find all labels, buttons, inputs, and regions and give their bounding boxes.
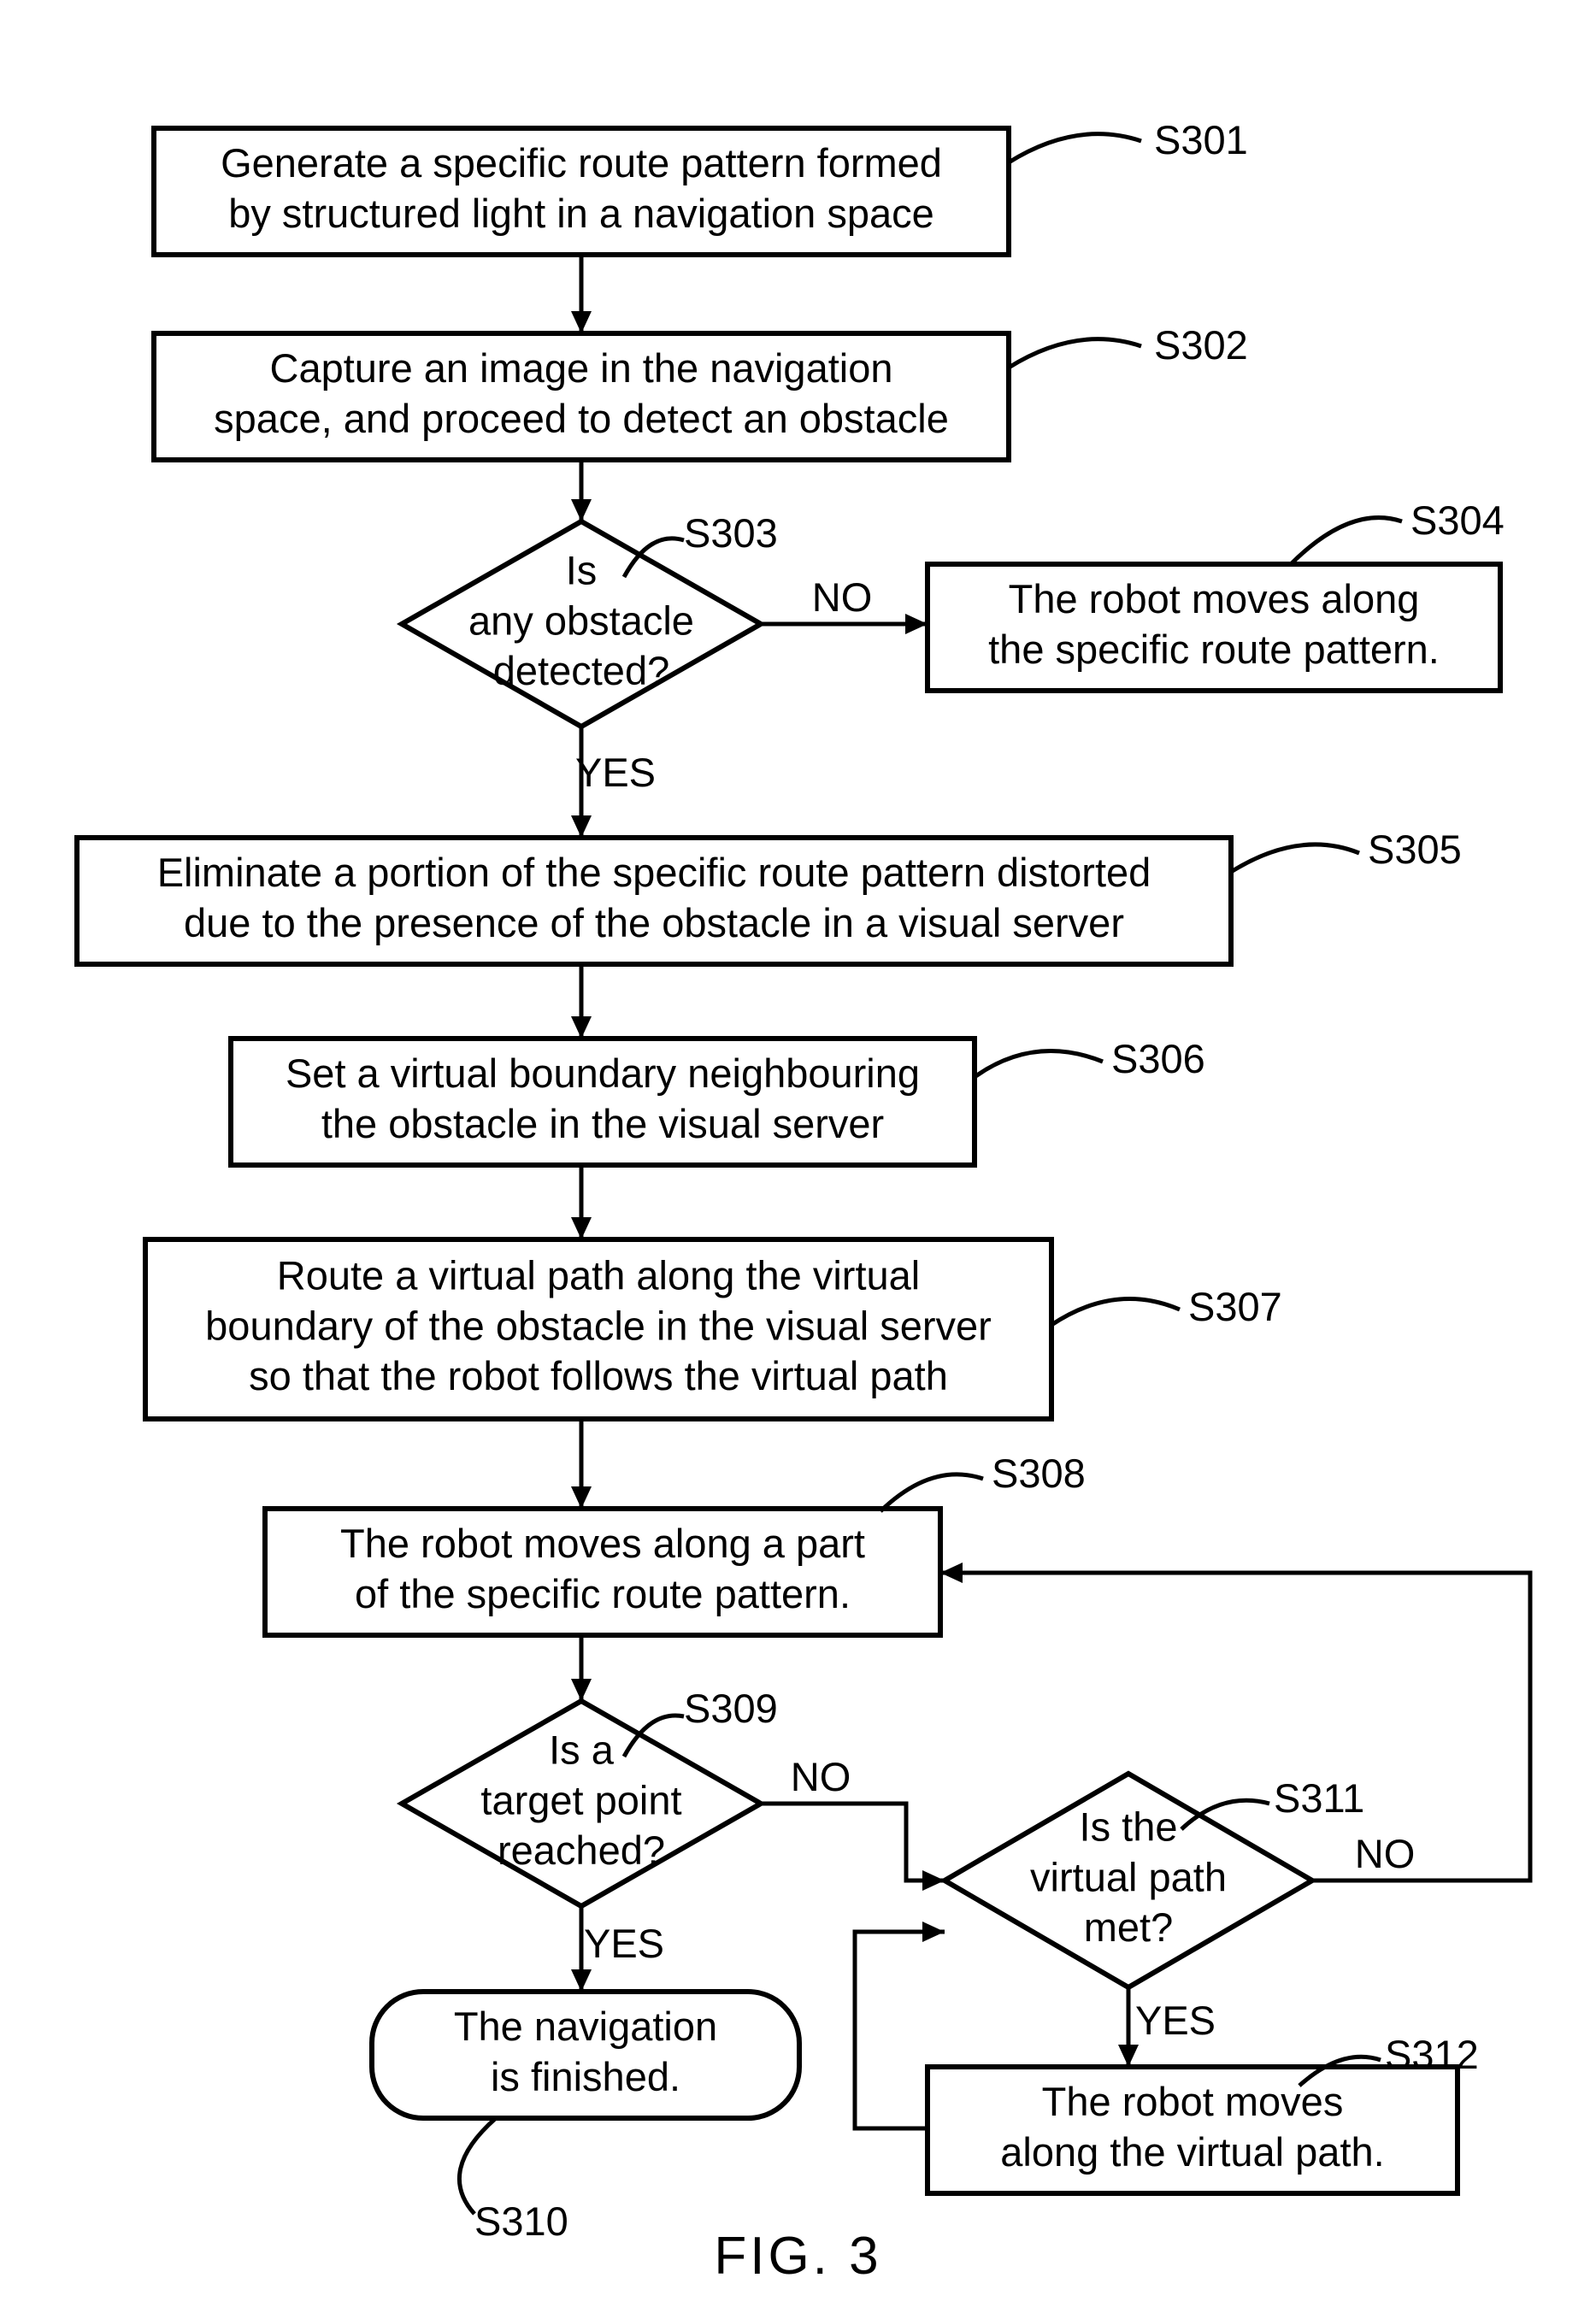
svg-text:Route a virtual path along the: Route a virtual path along the virtual xyxy=(277,1253,920,1298)
node-s310: The navigation is finished. xyxy=(372,1992,799,2118)
svg-text:S307: S307 xyxy=(1188,1284,1282,1329)
svg-text:The robot moves along a part: The robot moves along a part xyxy=(340,1521,865,1566)
svg-text:the specific route pattern.: the specific route pattern. xyxy=(988,627,1440,672)
svg-text:Set a virtual boundary neighbo: Set a virtual boundary neighbouring xyxy=(286,1051,920,1096)
svg-text:S305: S305 xyxy=(1368,827,1462,872)
svg-text:by structured light in a navig: by structured light in a navigation spac… xyxy=(228,191,934,236)
svg-text:of the specific route pattern.: of the specific route pattern. xyxy=(355,1571,851,1616)
svg-text:so that the robot follows the: so that the robot follows the virtual pa… xyxy=(249,1353,948,1398)
svg-text:YES: YES xyxy=(584,1921,664,1966)
svg-text:Eliminate a portion of the spe: Eliminate a portion of the specific rout… xyxy=(157,850,1151,895)
svg-text:space, and proceed to detect a: space, and proceed to detect an obstacle xyxy=(214,396,949,441)
svg-text:YES: YES xyxy=(575,750,656,795)
svg-text:Is: Is xyxy=(566,548,598,593)
node-s307: Route a virtual path along the virtual bo… xyxy=(145,1239,1051,1419)
svg-text:YES: YES xyxy=(1135,1998,1216,2043)
svg-text:S309: S309 xyxy=(684,1686,778,1731)
svg-text:S302: S302 xyxy=(1154,322,1248,368)
svg-text:reached?: reached? xyxy=(498,1828,665,1873)
flowchart-root: Generate a specific route pattern formed… xyxy=(0,0,1596,2319)
svg-text:S304: S304 xyxy=(1410,497,1505,543)
svg-text:S312: S312 xyxy=(1385,2032,1479,2077)
svg-text:S310: S310 xyxy=(474,2198,568,2244)
svg-text:detected?: detected? xyxy=(493,648,669,693)
svg-text:met?: met? xyxy=(1084,1904,1174,1950)
svg-text:The navigation: The navigation xyxy=(454,2004,717,2049)
node-s302: Capture an image in the navigation space,… xyxy=(154,333,1009,460)
svg-text:boundary of the obstacle in th: boundary of the obstacle in the visual s… xyxy=(205,1303,992,1348)
svg-text:S308: S308 xyxy=(992,1451,1086,1496)
svg-text:S311: S311 xyxy=(1274,1775,1364,1821)
svg-text:S306: S306 xyxy=(1111,1036,1205,1081)
node-s301: Generate a specific route pattern formed… xyxy=(154,128,1009,255)
svg-text:S301: S301 xyxy=(1154,117,1248,162)
svg-text:is finished.: is finished. xyxy=(491,2054,680,2099)
node-s312: The robot moves along the virtual path. xyxy=(928,2067,1458,2193)
svg-text:The robot moves along: The robot moves along xyxy=(1009,576,1420,621)
svg-text:NO: NO xyxy=(812,574,873,620)
figure-label: FIG. 3 xyxy=(714,2227,881,2286)
svg-text:Is a: Is a xyxy=(549,1727,615,1773)
svg-text:Capture an image in the naviga: Capture an image in the navigation xyxy=(270,345,893,391)
svg-text:S303: S303 xyxy=(684,510,778,556)
node-s306: Set a virtual boundary neighbouring the o… xyxy=(231,1039,975,1165)
node-s305: Eliminate a portion of the specific rout… xyxy=(77,838,1231,964)
svg-text:any obstacle: any obstacle xyxy=(468,597,694,643)
svg-text:along the virtual path.: along the virtual path. xyxy=(1000,2129,1384,2175)
svg-text:virtual path: virtual path xyxy=(1030,1854,1227,1899)
svg-text:the obstacle in the visual ser: the obstacle in the visual server xyxy=(321,1101,884,1146)
node-s304: The robot moves along the specific route … xyxy=(928,564,1500,691)
svg-text:The robot moves: The robot moves xyxy=(1042,2079,1344,2124)
svg-text:target point: target point xyxy=(480,1777,681,1822)
svg-text:NO: NO xyxy=(1355,1831,1416,1876)
svg-text:Generate a specific route patt: Generate a specific route pattern formed xyxy=(221,140,942,185)
node-s308: The robot moves along a part of the speci… xyxy=(265,1509,940,1635)
svg-text:NO: NO xyxy=(791,1754,851,1799)
svg-text:Is the: Is the xyxy=(1080,1804,1178,1850)
svg-text:due to the presence of the obs: due to the presence of the obstacle in a… xyxy=(184,900,1124,945)
